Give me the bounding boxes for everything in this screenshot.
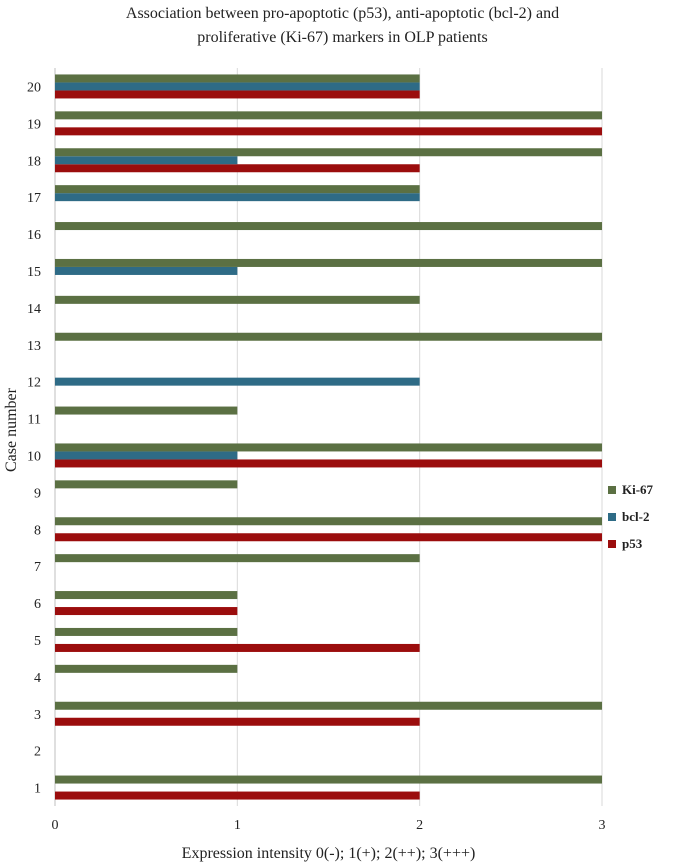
x-axis-label: Expression intensity 0(-); 1(+); 2(++); …	[181, 845, 476, 862]
bar-p53-case-20	[55, 90, 420, 99]
bar-ki67-case-3	[55, 701, 602, 710]
bar-ki67-case-16	[55, 222, 602, 231]
bar-p53-case-10	[55, 459, 602, 468]
bar-ki67-case-4	[55, 664, 238, 673]
bar-ki67-case-6	[55, 591, 238, 600]
chart-title: Association between pro-apoptotic (p53),…	[0, 2, 685, 50]
legend-swatch	[608, 540, 616, 549]
legend-swatch	[608, 486, 616, 495]
legend-item-ki67: Ki-67	[608, 482, 653, 498]
legend-item-p53: p53	[608, 536, 642, 552]
bar-bcl2-case-17	[55, 193, 420, 202]
legend-label: p53	[622, 536, 643, 551]
bar-ki67-case-9	[55, 480, 238, 489]
bar-bcl2-case-10	[55, 451, 238, 460]
y-tick-label: 20	[27, 80, 41, 95]
bar-bcl2-case-18	[55, 156, 238, 165]
chart-title-line-1: Association between pro-apoptotic (p53),…	[125, 5, 560, 22]
y-tick-label: 15	[27, 265, 41, 280]
y-tick-label: 3	[34, 708, 41, 723]
x-tick-label: 2	[416, 818, 423, 833]
legend-label: bcl-2	[622, 509, 650, 524]
y-tick-label: 14	[27, 302, 41, 317]
bar-ki67-case-10	[55, 443, 602, 452]
bar-p53-case-18	[55, 164, 420, 173]
bar-p53-case-8	[55, 533, 602, 542]
bar-ki67-case-20	[55, 74, 420, 83]
legend-label: Ki-67	[622, 482, 654, 497]
legend-swatch	[608, 513, 616, 522]
bar-bcl2-case-15	[55, 266, 238, 275]
y-tick-label: 5	[34, 634, 41, 649]
bar-bcl2-case-20	[55, 82, 420, 91]
bar-bcl2-case-12	[55, 377, 420, 386]
y-tick-label: 17	[27, 191, 41, 206]
x-tick-label: 3	[599, 818, 606, 833]
bar-ki67-case-17	[55, 185, 420, 194]
x-tick-label: 1	[234, 818, 241, 833]
legend-item-bcl2: bcl-2	[608, 509, 649, 525]
bar-ki67-case-7	[55, 554, 420, 563]
y-tick-label: 2	[34, 745, 41, 760]
y-tick-label: 8	[34, 523, 41, 538]
chart-title-line-2: proliferative (Ki-67) markers in OLP pat…	[197, 29, 488, 46]
bar-p53-case-1	[55, 791, 420, 800]
y-axis-label-text: Case number	[3, 388, 20, 472]
bar-ki67-case-8	[55, 517, 602, 526]
bar-ki67-case-5	[55, 627, 238, 636]
y-tick-label: 6	[34, 597, 41, 612]
bar-p53-case-19	[55, 127, 602, 136]
y-tick-label: 12	[27, 376, 41, 391]
y-tick-label: 9	[34, 486, 41, 501]
y-tick-label: 1	[34, 782, 41, 797]
bar-ki67-case-11	[55, 406, 238, 415]
bar-ki67-case-13	[55, 332, 602, 341]
bar-p53-case-5	[55, 643, 420, 652]
bar-ki67-case-18	[55, 148, 602, 157]
bar-p53-case-6	[55, 607, 238, 616]
bar-p53-case-3	[55, 717, 420, 726]
y-tick-label: 18	[27, 154, 41, 169]
y-tick-label: 11	[28, 413, 41, 428]
y-tick-label: 10	[27, 449, 41, 464]
bar-ki67-case-14	[55, 295, 420, 304]
x-tick-label: 0	[52, 818, 59, 833]
bar-ki67-case-1	[55, 775, 602, 784]
y-tick-label: 19	[27, 117, 41, 132]
bar-ki67-case-19	[55, 111, 602, 120]
y-tick-label: 7	[34, 560, 41, 575]
y-tick-label: 4	[34, 671, 41, 686]
bar-ki67-case-15	[55, 258, 602, 267]
y-tick-label: 16	[27, 228, 41, 243]
y-tick-label: 13	[27, 339, 41, 354]
